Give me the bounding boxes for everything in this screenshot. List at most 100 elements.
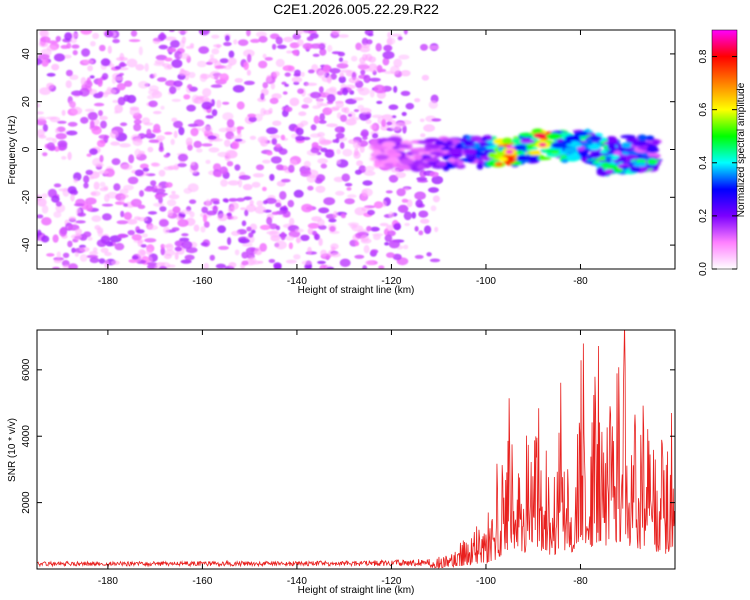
noise-blob [240, 207, 247, 211]
y-tick-label: 20 [21, 96, 32, 108]
noise-blob [360, 238, 372, 244]
noise-blob [236, 101, 245, 110]
signal-blob [645, 135, 655, 141]
noise-blob [87, 65, 93, 72]
noise-blob [329, 225, 336, 232]
noise-blob [359, 57, 366, 64]
signal-peak [505, 149, 514, 154]
noise-blob [318, 86, 324, 93]
x-tick-label: -180 [98, 576, 118, 587]
noise-blob [99, 44, 106, 52]
noise-blob [70, 106, 83, 115]
noise-blob [421, 74, 430, 81]
noise-blob [317, 260, 326, 265]
noise-blob [158, 169, 166, 177]
x-tick-label: -120 [381, 276, 401, 287]
signal-blob [501, 137, 513, 145]
noise-blob [126, 219, 138, 225]
noise-blob [414, 226, 419, 232]
noise-blob [369, 89, 375, 98]
noise-blob [167, 165, 180, 170]
signal-blob [574, 130, 589, 137]
noise-blob [91, 215, 102, 223]
noise-blob [224, 199, 229, 203]
noise-blob [370, 249, 379, 254]
noise-blob [190, 127, 199, 137]
noise-blob [303, 160, 311, 168]
noise-blob [287, 199, 295, 208]
noise-blob [178, 70, 187, 76]
noise-blob [361, 43, 371, 48]
noise-blob [328, 218, 337, 223]
noise-blob [211, 48, 220, 55]
noise-blob [90, 41, 96, 47]
noise-blob [127, 230, 135, 236]
noise-blob [41, 193, 48, 199]
signal-blob [633, 162, 647, 167]
noise-blob [275, 36, 283, 45]
noise-blob [207, 135, 217, 140]
noise-blob [361, 37, 369, 46]
noise-blob [286, 50, 293, 54]
noise-blob [241, 220, 247, 227]
signal-blob [591, 137, 601, 141]
noise-blob [158, 219, 169, 227]
noise-blob [70, 37, 77, 44]
signal-blob [397, 143, 410, 149]
signal-blob [399, 158, 414, 165]
noise-blob [120, 122, 128, 127]
signal-blob [470, 135, 483, 141]
noise-blob [392, 253, 402, 261]
noise-blob [140, 244, 147, 248]
x-tick-label: -100 [476, 576, 496, 587]
signal-blob [551, 141, 567, 149]
noise-blob [224, 35, 230, 42]
noise-blob [348, 139, 358, 145]
noise-blob [269, 97, 279, 105]
noise-blob [147, 146, 154, 153]
noise-blob [89, 257, 100, 264]
noise-blob [238, 178, 243, 188]
noise-blob [384, 242, 389, 246]
noise-blob [285, 235, 295, 241]
colorbar-gradient [711, 29, 738, 270]
noise-blob [330, 73, 337, 80]
noise-blob [208, 147, 220, 153]
noise-blob [68, 216, 77, 221]
noise-blob [215, 263, 226, 269]
noise-blob [238, 175, 251, 180]
heatmap-chart: -180 -160 -140 -120 -100 -80 -40 -20 0 20 40 Heig… [7, 29, 676, 296]
noise-blob [367, 33, 374, 37]
noise-blob [344, 107, 350, 114]
noise-blob [160, 105, 165, 110]
noise-blob [138, 81, 149, 89]
noise-blob [254, 205, 267, 214]
noise-blob [231, 230, 241, 236]
noise-blob [288, 242, 293, 250]
noise-blob [346, 187, 352, 191]
noise-blob [317, 132, 325, 137]
noise-blob [112, 38, 120, 44]
noise-blob [331, 30, 341, 36]
noise-blob [113, 183, 121, 191]
noise-blob [372, 133, 379, 139]
noise-blob [376, 64, 383, 73]
noise-blob [55, 201, 63, 207]
noise-blob [405, 102, 415, 110]
noise-blob [56, 251, 61, 259]
noise-blob [316, 174, 326, 182]
noise-blob [280, 134, 286, 141]
noise-blob [160, 247, 166, 256]
noise-blob [228, 198, 238, 202]
noise-blob [300, 120, 309, 126]
signal-blob [375, 154, 389, 161]
noise-blob [236, 126, 242, 135]
noise-blob [89, 75, 95, 79]
noise-blob [279, 207, 288, 211]
noise-blob [390, 123, 402, 131]
noise-blob [429, 171, 439, 178]
noise-blob [310, 91, 322, 99]
x-tick-label: -160 [192, 576, 212, 587]
signal-blob [468, 155, 477, 161]
noise-blob [310, 43, 322, 49]
